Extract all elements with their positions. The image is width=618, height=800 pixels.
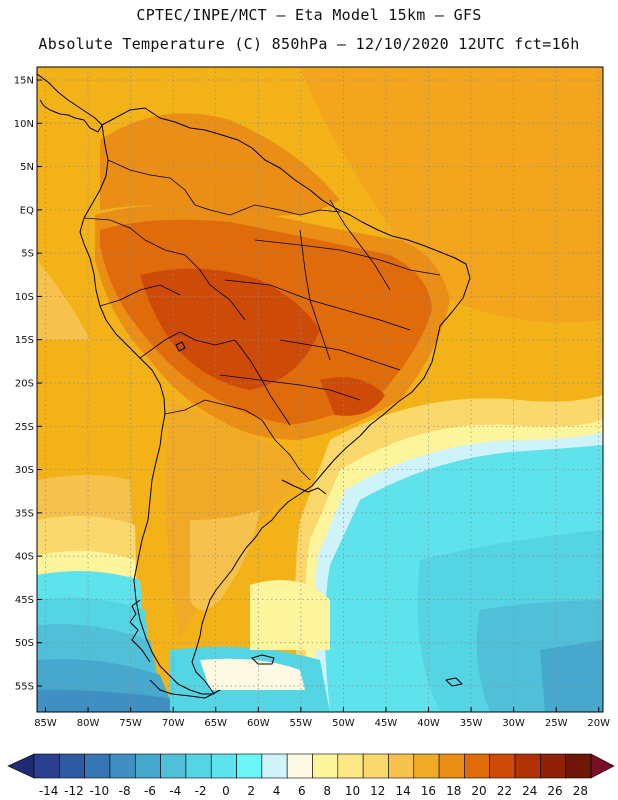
lon-label: 30W <box>502 718 525 729</box>
colorbar-label: 20 <box>471 784 486 798</box>
colorbar-label: 4 <box>273 784 281 798</box>
lat-label: 40S <box>15 552 34 563</box>
colorbar-label: -10 <box>89 784 109 798</box>
colorbar-swatch <box>286 753 313 779</box>
map-frame <box>36 66 604 713</box>
lat-label: 30S <box>15 465 34 476</box>
lat-label: 5N <box>20 162 34 173</box>
country-borders <box>83 159 441 481</box>
colorbar-swatch <box>489 753 516 779</box>
lon-label: 20W <box>587 718 610 729</box>
lat-label: 10S <box>15 292 34 303</box>
lon-label: 70W <box>162 718 185 729</box>
colorbar-swatch <box>33 753 60 779</box>
lon-label: 80W <box>77 718 100 729</box>
lon-label: 35W <box>460 718 483 729</box>
lat-label: 25S <box>15 422 34 433</box>
lat-label: 15S <box>15 335 34 346</box>
colorbar-swatch <box>514 753 541 779</box>
colorbar-label: -8 <box>119 784 131 798</box>
lon-label: 50W <box>332 718 355 729</box>
colorbar-label: 28 <box>573 784 588 798</box>
lat-label: 35S <box>15 508 34 519</box>
colorbar-swatch <box>59 753 85 779</box>
colorbar-label: -4 <box>169 784 181 798</box>
colorbar-swatch <box>565 753 592 779</box>
colorbar-swatch <box>84 753 111 779</box>
lon-label: 55W <box>290 718 313 729</box>
colorbar-label: 24 <box>522 784 537 798</box>
map-title-line1: CPTEC/INPE/MCT – Eta Model 15km – GFS <box>136 6 482 24</box>
colorbar-swatch <box>312 753 339 779</box>
colorbar-label: 8 <box>323 784 331 798</box>
colorbar-label: 16 <box>421 784 436 798</box>
lat-label: 50S <box>15 638 34 649</box>
colorbar-low-arrow <box>7 753 35 779</box>
latitude-labels: 15N 10N 5N EQ 5S 10S 15S 20S 25S 30S 35S 40S 45S 50S 5… <box>14 75 34 692</box>
colorbar-label: -12 <box>64 784 84 798</box>
colorbar-swatch <box>337 753 364 779</box>
colorbar-label: 10 <box>345 784 360 798</box>
colorbar-swatch <box>464 753 491 779</box>
lat-label: 5S <box>21 249 34 260</box>
colorbar-label: -2 <box>195 784 207 798</box>
coastlines <box>37 73 471 699</box>
colorbar-labels: -14 -12 -10 -8 -6 -4 -2 0 2 4 6 8 10 12 14 16 18 20 22 24 26… <box>39 784 588 798</box>
lon-label: 40W <box>417 718 440 729</box>
lat-label: 20S <box>15 379 34 390</box>
colorbar-swatch <box>109 753 136 779</box>
axis-ticks <box>37 79 600 712</box>
lon-label: 25W <box>545 718 568 729</box>
colorbar-label: 0 <box>222 784 230 798</box>
colorbar-label: 12 <box>370 784 385 798</box>
colorbar-swatch <box>185 753 212 779</box>
lon-label: 75W <box>119 718 142 729</box>
colorbar-swatch <box>236 753 263 779</box>
colorbar-swatch <box>388 753 415 779</box>
colorbar-swatch <box>210 753 237 779</box>
colorbar-label: 6 <box>298 784 306 798</box>
colorbar-label: 22 <box>497 784 512 798</box>
colorbar-label: 26 <box>547 784 562 798</box>
colorbar-swatch <box>160 753 187 779</box>
lat-label: 10N <box>14 119 34 130</box>
colorbar-high-arrow <box>590 753 615 779</box>
lat-label: EQ <box>20 205 34 216</box>
colorbar-label: 18 <box>446 784 461 798</box>
lon-label: 65W <box>204 718 227 729</box>
lon-label: 45W <box>375 718 398 729</box>
colorbar-label: -6 <box>144 784 156 798</box>
map-title-line2: Absolute Temperature (C) 850hPa – 12/10/… <box>38 35 580 53</box>
colorbar-swatch <box>413 753 440 779</box>
colorbar-label: 14 <box>395 784 410 798</box>
lon-label: 85W <box>34 718 57 729</box>
lon-label: 60W <box>247 718 270 729</box>
longitude-labels: 85W 80W 75W 70W 65W 60W 55W 50W 45W 40W 35W 30W 25W 2… <box>34 718 610 729</box>
lat-label: 55S <box>15 682 34 693</box>
temperature-colorbar <box>7 753 615 779</box>
colorbar-swatch <box>540 753 566 779</box>
temperature-field <box>37 67 603 712</box>
colorbar-swatch <box>438 753 465 779</box>
colorbar-swatch <box>134 753 161 779</box>
lat-label: 15N <box>14 75 34 86</box>
colorbar-label: -14 <box>39 784 59 798</box>
colorbar-swatch <box>362 753 389 779</box>
lat-label: 45S <box>15 595 34 606</box>
colorbar-label: 2 <box>247 784 255 798</box>
colorbar-swatch <box>261 753 288 779</box>
